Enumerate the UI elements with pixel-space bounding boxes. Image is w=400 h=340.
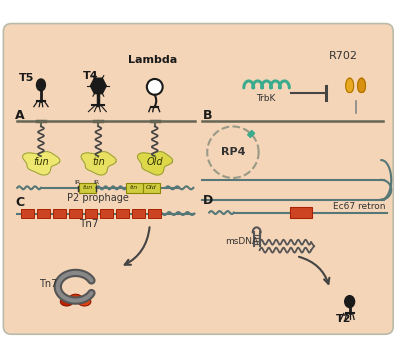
Circle shape xyxy=(147,79,163,95)
Text: IR: IR xyxy=(93,180,100,185)
Bar xyxy=(21,208,34,219)
Ellipse shape xyxy=(36,79,46,91)
Polygon shape xyxy=(248,131,255,137)
Text: P2 prophage: P2 prophage xyxy=(68,193,129,203)
Bar xyxy=(69,208,82,219)
Polygon shape xyxy=(90,78,106,94)
Text: T2: T2 xyxy=(336,314,351,324)
FancyBboxPatch shape xyxy=(3,23,393,334)
Text: Old: Old xyxy=(146,157,163,167)
Ellipse shape xyxy=(345,296,355,308)
Text: T5: T5 xyxy=(19,73,34,83)
Text: fun: fun xyxy=(82,185,92,190)
Bar xyxy=(37,208,50,219)
Bar xyxy=(78,183,96,193)
Ellipse shape xyxy=(69,294,82,303)
Bar xyxy=(53,208,66,219)
Text: Tn7: Tn7 xyxy=(39,279,57,289)
Text: C: C xyxy=(15,195,24,209)
Text: Old: Old xyxy=(146,185,156,190)
Text: tin: tin xyxy=(92,157,105,167)
Bar xyxy=(148,208,161,219)
Text: T4: T4 xyxy=(82,71,98,81)
Ellipse shape xyxy=(60,297,73,306)
Bar xyxy=(143,183,160,193)
Ellipse shape xyxy=(78,297,91,306)
Polygon shape xyxy=(358,78,366,92)
Text: tin: tin xyxy=(130,185,138,190)
Text: Ec67 retron: Ec67 retron xyxy=(333,202,385,210)
Text: B: B xyxy=(203,108,213,121)
Text: A: A xyxy=(15,108,25,121)
Text: Tn7: Tn7 xyxy=(79,219,98,230)
Bar xyxy=(100,208,113,219)
Text: RP4: RP4 xyxy=(221,147,245,157)
Polygon shape xyxy=(346,78,354,92)
Bar xyxy=(132,208,145,219)
Bar xyxy=(116,208,129,219)
Polygon shape xyxy=(138,152,172,175)
Bar xyxy=(84,208,97,219)
Bar xyxy=(290,207,312,219)
Text: Lambda: Lambda xyxy=(128,55,177,65)
Text: D: D xyxy=(203,194,214,207)
Text: IR: IR xyxy=(74,180,81,185)
Bar xyxy=(126,183,143,193)
Polygon shape xyxy=(81,152,116,175)
Text: msDNA: msDNA xyxy=(225,237,258,246)
Text: TrbK: TrbK xyxy=(256,94,275,103)
Polygon shape xyxy=(23,152,60,175)
Text: R702: R702 xyxy=(329,51,358,61)
Text: fun: fun xyxy=(33,157,49,167)
